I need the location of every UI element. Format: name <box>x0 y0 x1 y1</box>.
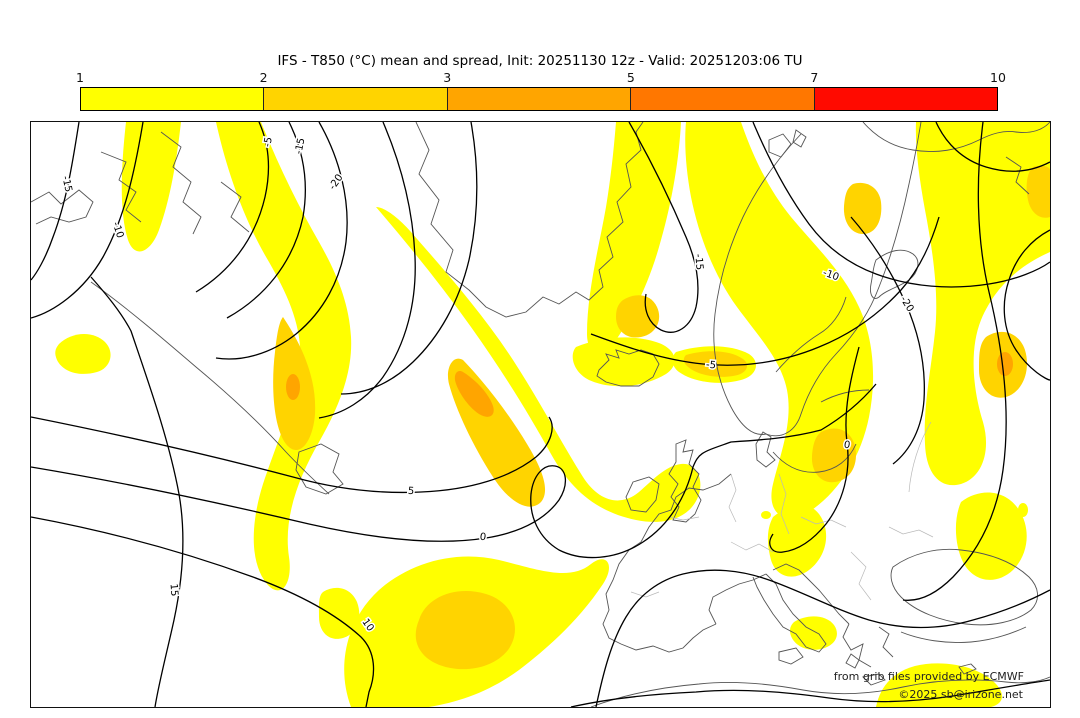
colorbar-segment <box>631 88 815 110</box>
colorbar-segment <box>264 88 448 110</box>
colorbar-segment <box>81 88 265 110</box>
grib-credit-text: from grib files provided by ECMWF <box>833 670 1024 683</box>
contour-value-label: 15 <box>167 583 179 597</box>
copyright-text: ©2025 sb@irizone.net <box>898 688 1023 701</box>
contour-value-label: -20 <box>327 172 345 192</box>
colorbar-tick-label: 7 <box>810 70 819 85</box>
contour-value-label: -10 <box>110 221 126 240</box>
temperature-contour-layer <box>31 122 1050 707</box>
contour-value-label: 0 <box>843 440 851 452</box>
colorbar-tick-label: 1 <box>76 70 84 85</box>
contour-value-label: -15 <box>293 137 307 155</box>
contour-value-label: 0 <box>479 532 487 544</box>
country-border-layer <box>630 421 934 601</box>
contour-value-label: -15 <box>59 175 73 193</box>
colorbar-tick-label: 5 <box>626 70 635 85</box>
contour-value-label: -5 <box>706 360 717 372</box>
map-title: IFS - T850 (°C) mean and spread, Init: 2… <box>277 53 803 69</box>
colorbar-tick-label: 3 <box>443 70 452 85</box>
spread-colorbar <box>80 87 998 111</box>
colorbar-tick-label: 10 <box>990 70 1006 85</box>
contour-value-label: -20 <box>898 294 916 314</box>
coastline-layer <box>31 122 1050 707</box>
contour-value-label: -15 <box>692 253 704 270</box>
spread-shading-layer <box>55 122 1050 707</box>
colorbar-segment <box>447 88 632 110</box>
colorbar-tick-label: 2 <box>259 70 268 85</box>
contour-value-label: 5 <box>407 486 414 498</box>
colorbar-segment <box>814 88 998 110</box>
contour-value-label: -5 <box>262 136 275 148</box>
map-frame: -15 -10 -5 -15 -20 -15 -10 -5 -20 0 5 0 10 15 from gr… <box>30 121 1051 708</box>
